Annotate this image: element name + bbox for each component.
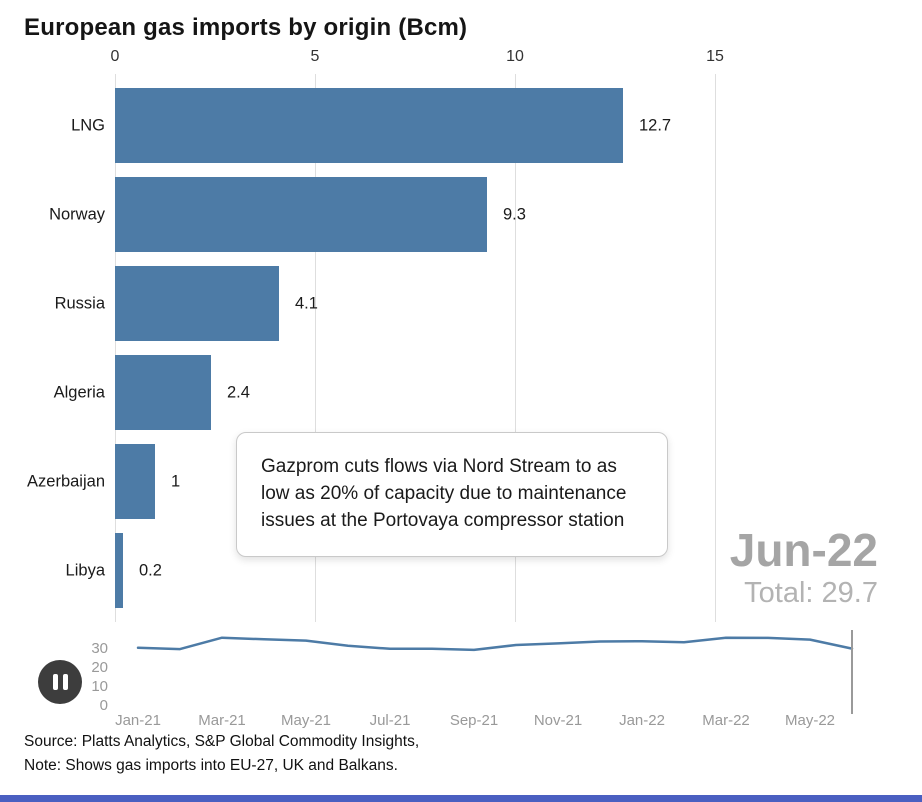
pause-button[interactable] <box>38 660 82 704</box>
timeline-x-tick: Mar-21 <box>198 712 246 729</box>
bar-row-lng: LNG 12.7 <box>0 88 922 163</box>
bar-norway[interactable] <box>115 177 487 252</box>
bar-lng[interactable] <box>115 88 623 163</box>
timeline-x-tick: Nov-21 <box>533 712 583 729</box>
value-label: 1 <box>171 472 181 490</box>
gridline <box>515 74 516 622</box>
note-text: Note: Shows gas imports into EU-27, UK a… <box>24 757 398 774</box>
gridline <box>315 74 316 622</box>
timeline-y-tick: 10 <box>91 678 108 695</box>
timeline-x-tick: May-21 <box>280 712 332 729</box>
x-axis-tick: 15 <box>706 48 724 65</box>
bar-row-libya: Libya 0.2 <box>0 533 922 608</box>
timeline-x-tick: Mar-22 <box>702 712 750 729</box>
timeline-y-tick: 0 <box>99 697 108 714</box>
category-label: LNG <box>71 116 105 134</box>
x-axis-tick: 5 <box>310 48 320 65</box>
current-period: Jun-22 Total: 29.7 <box>730 526 878 610</box>
timeline-x-tick: Jul-21 <box>369 712 411 729</box>
period-label: Jun-22 <box>729 524 878 576</box>
bar-row-russia: Russia 4.1 <box>0 266 922 341</box>
category-label: Norway <box>49 205 105 223</box>
x-axis-tick: 10 <box>506 48 524 65</box>
value-label: 4.1 <box>295 294 318 312</box>
category-label: Libya <box>65 561 105 579</box>
pause-icon <box>38 660 82 704</box>
timeline-y-tick: 30 <box>91 640 108 657</box>
bar-algeria[interactable] <box>115 355 211 430</box>
playback-progress-bar[interactable] <box>0 795 922 802</box>
category-label: Algeria <box>53 383 105 401</box>
footer: Source: Platts Analytics, S&P Global Com… <box>24 730 419 778</box>
value-label: 2.4 <box>227 383 250 401</box>
value-label: 9.3 <box>503 205 526 223</box>
timeline-x-tick: May-22 <box>784 712 836 729</box>
category-label: Azerbaijan <box>27 472 105 490</box>
bar-row-azerbaijan: Azerbaijan 1 <box>0 444 922 519</box>
timeline-x-tick: Jan-22 <box>619 712 665 729</box>
bar-row-algeria: Algeria 2.4 <box>0 355 922 430</box>
source-text: Source: Platts Analytics, S&P Global Com… <box>24 733 420 750</box>
timeline-line <box>136 636 854 652</box>
category-label: Russia <box>54 294 105 312</box>
value-label: 12.7 <box>639 116 672 134</box>
timeline-y-tick: 20 <box>91 659 108 676</box>
chart-title: European gas imports by origin (Bcm) <box>24 14 468 41</box>
value-label: 0.2 <box>139 561 162 579</box>
x-axis-tick: 0 <box>110 48 120 65</box>
period-total: Total: 29.7 <box>744 577 878 610</box>
bar-libya[interactable] <box>115 533 123 608</box>
timeline-cursor[interactable] <box>851 630 853 714</box>
annotation-text: Gazprom cuts flows via Nord Stream to as… <box>261 456 627 531</box>
timeline-x-tick: Jan-21 <box>115 712 161 729</box>
annotation-tooltip: Gazprom cuts flows via Nord Stream to as… <box>236 432 668 557</box>
gridline <box>715 74 716 622</box>
bar-russia[interactable] <box>115 266 279 341</box>
gridline <box>115 74 116 622</box>
timeline-x-tick: Sep-21 <box>449 712 499 729</box>
bar-azerbaijan[interactable] <box>115 444 155 519</box>
timeline-chart[interactable] <box>115 628 875 714</box>
bar-row-norway: Norway 9.3 <box>0 177 922 252</box>
